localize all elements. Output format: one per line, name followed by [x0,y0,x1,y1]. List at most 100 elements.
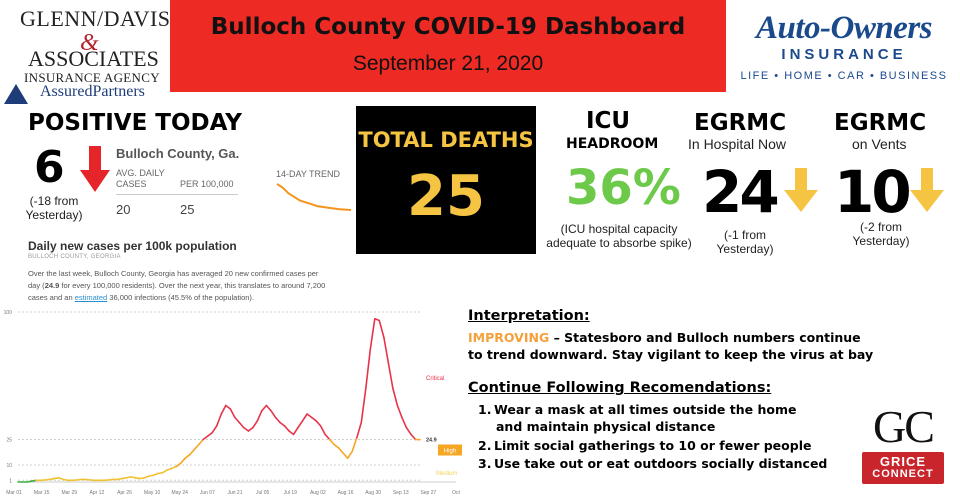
series-segment [252,420,259,429]
logo-line: INSURANCE AGENCY [24,70,160,85]
series-segment [405,426,412,436]
hospital-subtitle: In Hospital Now [688,136,787,152]
logo-tagline: LIFE • HOME • CAR • BUSINESS [740,70,948,82]
header-banner: Bulloch County COVID-19 Dashboard Septem… [170,0,726,92]
logo-sub: INSURANCE [781,46,907,63]
yellow-down-arrow-icon [910,168,944,212]
series-segment [229,408,236,419]
logo-line: CONNECT [872,468,934,480]
series-segment [328,438,336,446]
zone-label-high: High [444,449,456,455]
series-segment [211,425,218,434]
desc-text: 36,000 infections (45.5% of the populati… [107,293,255,302]
series-segment [369,317,376,351]
interpretation-line: to trend downward. Stay vigilant to keep… [468,347,874,362]
logo-line: ASSOCIATES [28,46,159,71]
trend-sparkline [276,183,352,211]
page-title: Bulloch County COVID-19 Dashboard [210,14,686,40]
icu-note: (ICU hospital capacity adequate to absor… [546,222,692,250]
series-segment [184,454,191,459]
logo-ampersand: & [80,30,99,56]
x-tick-label: Mar 29 [61,490,77,496]
series-segment [378,319,385,339]
x-tick-label: Mar 15 [34,490,50,496]
series-segment [373,317,381,322]
series-segment [319,425,326,436]
zone-label-medium: Medium [436,471,457,477]
assured-partners-icon [4,84,28,104]
x-tick-label: Jul 19 [284,490,298,496]
series-segment [333,443,340,449]
vents-change: (-2 from Yesterday) [852,220,910,248]
series-segment [225,404,232,410]
x-tick-label: Jul 05 [256,490,270,496]
recommendation-item: 3. Use take out or eat outdoors socially … [478,456,827,471]
total-deaths-value: 25 [407,164,485,229]
icu-value: 36% [566,160,681,216]
series-segment [301,413,308,422]
hospital-change: (-1 from Yesterday) [716,228,774,256]
positive-today-change: (-18 from Yesterday) [25,194,83,222]
series-segment [161,469,168,474]
series-segment [170,465,177,470]
x-tick-label: May 10 [144,490,161,496]
series-segment [337,447,345,454]
series-segment [355,421,363,439]
y-tick-label: 25 [6,438,12,444]
logo-line: GRICE [879,454,927,469]
series-segment [315,420,322,427]
icu-subtitle: HEADROOM [566,136,659,152]
series-segment [410,433,417,441]
hospital-value: 24 [702,158,780,226]
interpretation-line: IMPROVING – Statesboro and Bulloch numbe… [468,330,861,345]
interpretation-title: Interpretation: [468,308,590,324]
logo-box: GRICE CONNECT [862,452,944,484]
grice-connect-logo: GC GRICE CONNECT [860,401,946,486]
series-segment [234,416,241,424]
recommendation-item-cont: and maintain physical distance [496,419,716,434]
series-segment [188,448,195,456]
x-tick-label: Sep 27 [420,490,436,496]
series-segment [220,404,227,415]
series-segment [197,438,204,446]
county-card-title: Bulloch County, Ga. [116,146,240,161]
series-segment [292,426,299,436]
x-tick-label: Aug 16 [338,490,354,496]
red-down-arrow-icon [80,146,110,192]
x-tick-label: Jun 21 [227,490,242,496]
total-deaths-panel: TOTAL DEATHS 25 [356,106,536,254]
series-segment [206,431,213,437]
series-segment [342,452,349,459]
icu-title: ICU [586,108,631,134]
series-segment [346,450,354,459]
logo-line: GLENN/DAVIS [20,6,171,31]
total-deaths-label: TOTAL DEATHS [358,128,534,152]
series-segment [396,404,403,419]
series-segment [351,437,358,453]
series-segment [243,426,250,432]
estimated-link[interactable]: estimated [74,293,108,302]
cases-chart: 1 10 25 100 Mar 01 Mar 15 Mar 29 Apr 12 Apr 26 Ma… [4,310,462,496]
series-segment [152,472,159,476]
divider [116,194,238,195]
item-text: Use take out or eat outdoors socially di… [494,456,828,471]
series-segment [401,416,408,429]
series-segment [283,425,290,432]
recommendation-item: 2. Limit social gatherings to 10 or fewer… [478,438,811,453]
x-tick-label: Jun 07 [200,490,215,496]
hospital-title: EGRMC [694,110,787,136]
series-segment [324,433,331,441]
glenn-davis-logo: GLENN/DAVIS & ASSOCIATES INSURANCE AGENC… [2,4,171,104]
page-date: September 21, 2020 [352,52,544,75]
series-segment [143,475,150,479]
x-tick-label: Sep 13 [393,490,409,496]
chart-source: BULLOCH COUNTY, GEORGIA [28,254,121,260]
series-segment [364,348,372,390]
zone-label-critical: Critical [426,376,444,382]
y-tick-label: 10 [6,463,12,469]
series-segment [306,413,313,419]
status-label: IMPROVING [468,330,550,345]
avg-daily-label: AVG. DAILY CASES [116,168,165,189]
x-tick-label: May 24 [172,490,189,496]
logo-line: AssuredPartners [40,83,145,100]
